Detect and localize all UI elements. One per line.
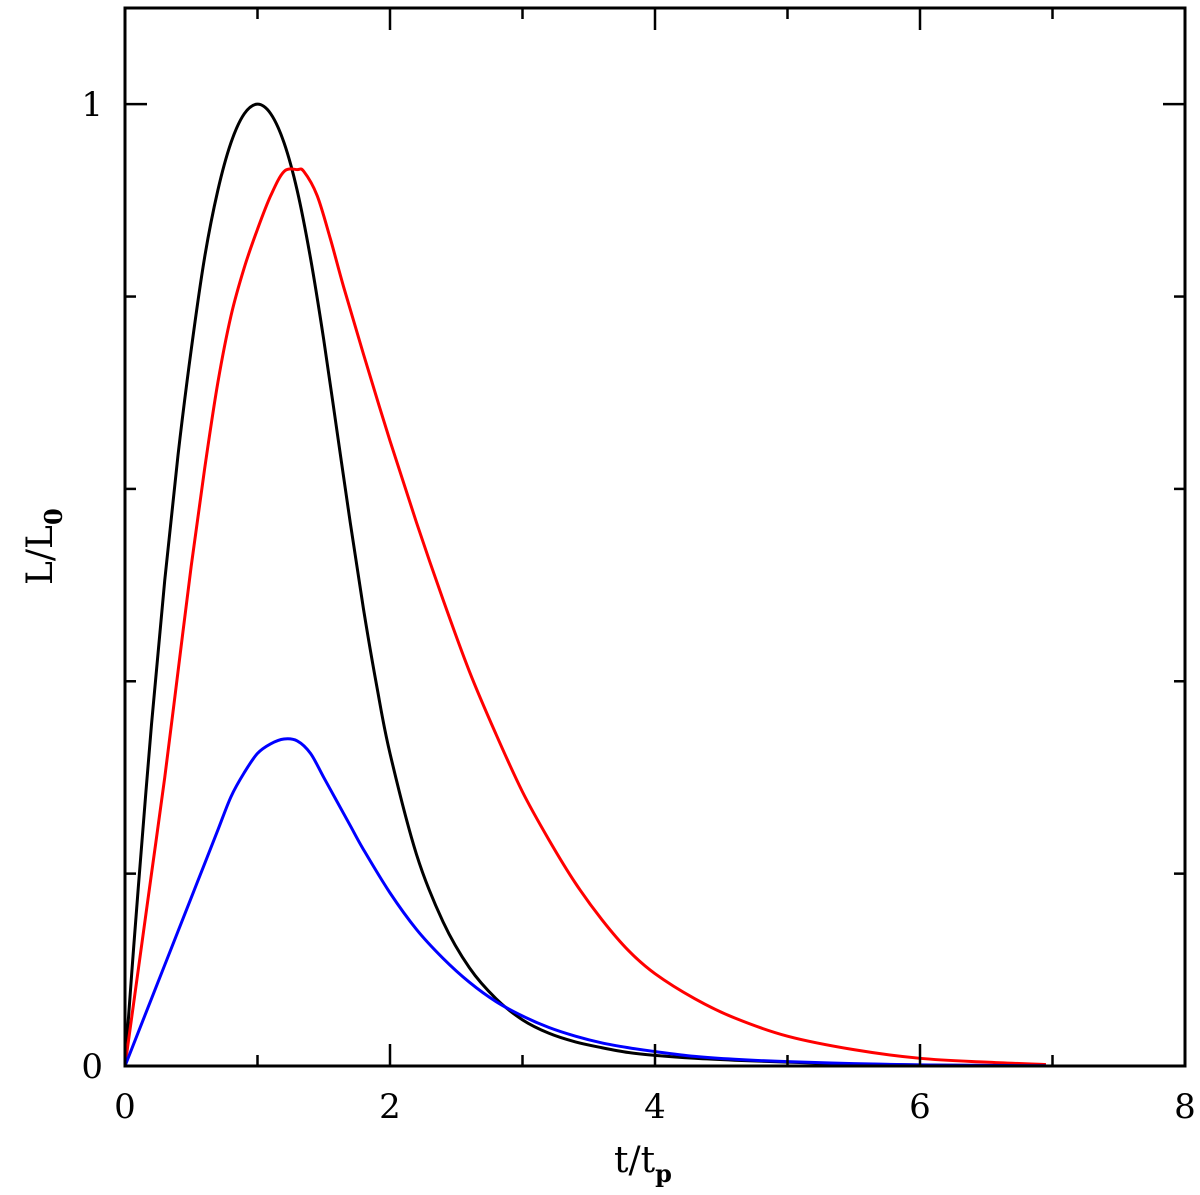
x-axis-label-main: t/t xyxy=(614,1140,656,1181)
y-tick-label: 1 xyxy=(81,85,103,125)
series-line-1 xyxy=(123,102,1046,1068)
plot-frame xyxy=(123,6,1187,1068)
axis-ticks xyxy=(123,8,1187,1068)
y-axis-label: L/L0 xyxy=(20,508,68,585)
series-line-3 xyxy=(123,737,1046,1068)
x-tick-label: 6 xyxy=(909,1087,931,1127)
x-tick-label: 8 xyxy=(1174,1087,1196,1127)
y-axis-label-main: L/L xyxy=(20,525,61,585)
y-tick-label: 0 xyxy=(81,1047,103,1087)
series-group xyxy=(123,102,1046,1068)
series-line-2 xyxy=(123,167,1046,1067)
x-tick-label: 4 xyxy=(644,1087,666,1127)
tick-labels: 0 2 4 6 8 0 1 xyxy=(81,85,1195,1127)
x-tick-label: 0 xyxy=(114,1087,136,1127)
y-axis-label-subscript: 0 xyxy=(39,508,68,525)
x-axis-label: t/tp xyxy=(614,1140,672,1188)
x-axis-label-subscript: p xyxy=(655,1159,672,1188)
x-tick-label: 2 xyxy=(379,1087,401,1127)
